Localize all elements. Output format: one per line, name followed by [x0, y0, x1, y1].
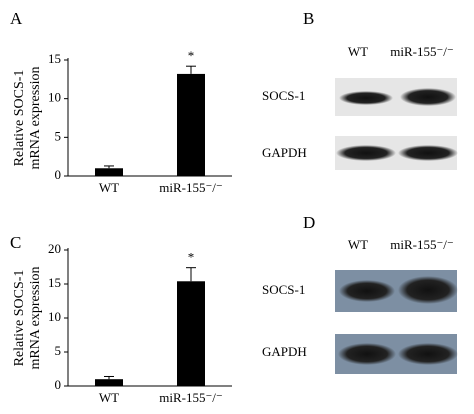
band: [398, 145, 458, 161]
panel-letter: B: [303, 9, 314, 28]
bar: [177, 281, 205, 386]
blot-panel-b: B WT miR-155⁻/⁻ SOCS-1 GAPDH: [262, 9, 458, 170]
x-tick-label: WT: [99, 390, 119, 405]
lane-label: WT: [348, 44, 368, 59]
band: [339, 91, 393, 105]
row-label: SOCS-1: [262, 88, 305, 103]
band: [338, 343, 396, 365]
panel-letter: A: [10, 9, 23, 28]
lane-label: miR-155⁻/⁻: [390, 237, 454, 252]
y-tick-label: 10: [48, 90, 61, 105]
y-tick-label: 20: [48, 241, 61, 256]
y-tick-label: 15: [48, 51, 61, 66]
y-tick-label: 15: [48, 275, 61, 290]
y-axis-label: Relative SOCS-1: [12, 70, 27, 167]
bar: [95, 379, 123, 386]
x-tick-label: miR-155⁻/⁻: [159, 390, 223, 405]
y-tick-label: 5: [55, 128, 62, 143]
band: [339, 280, 395, 302]
bar: [177, 73, 205, 176]
y-tick-label: 0: [55, 167, 62, 182]
band: [398, 343, 458, 365]
band: [398, 276, 458, 304]
y-axis-label: mRNA expression: [28, 66, 43, 169]
row-label: SOCS-1: [262, 282, 305, 297]
bar: [95, 168, 123, 176]
band: [336, 145, 396, 161]
y-axis-label: Relative SOCS-1: [12, 270, 27, 367]
lane-label: miR-155⁻/⁻: [390, 44, 454, 59]
y-tick-label: 5: [55, 343, 62, 358]
annotation: *: [188, 48, 195, 63]
row-label: GAPDH: [262, 344, 307, 359]
x-tick-label: miR-155⁻/⁻: [159, 180, 223, 195]
band: [400, 88, 456, 106]
y-axis-label: mRNA expression: [28, 266, 43, 369]
annotation: *: [188, 250, 195, 265]
panel-letter: D: [303, 213, 315, 232]
blot-panel-d: D WT miR-155⁻/⁻ SOCS-1 GAPDH: [262, 213, 458, 374]
y-tick-label: 0: [55, 377, 62, 392]
x-tick-label: WT: [99, 180, 119, 195]
y-tick-label: 10: [48, 309, 61, 324]
row-label: GAPDH: [262, 145, 307, 160]
lane-label: WT: [348, 237, 368, 252]
panel-letter: C: [10, 233, 21, 252]
